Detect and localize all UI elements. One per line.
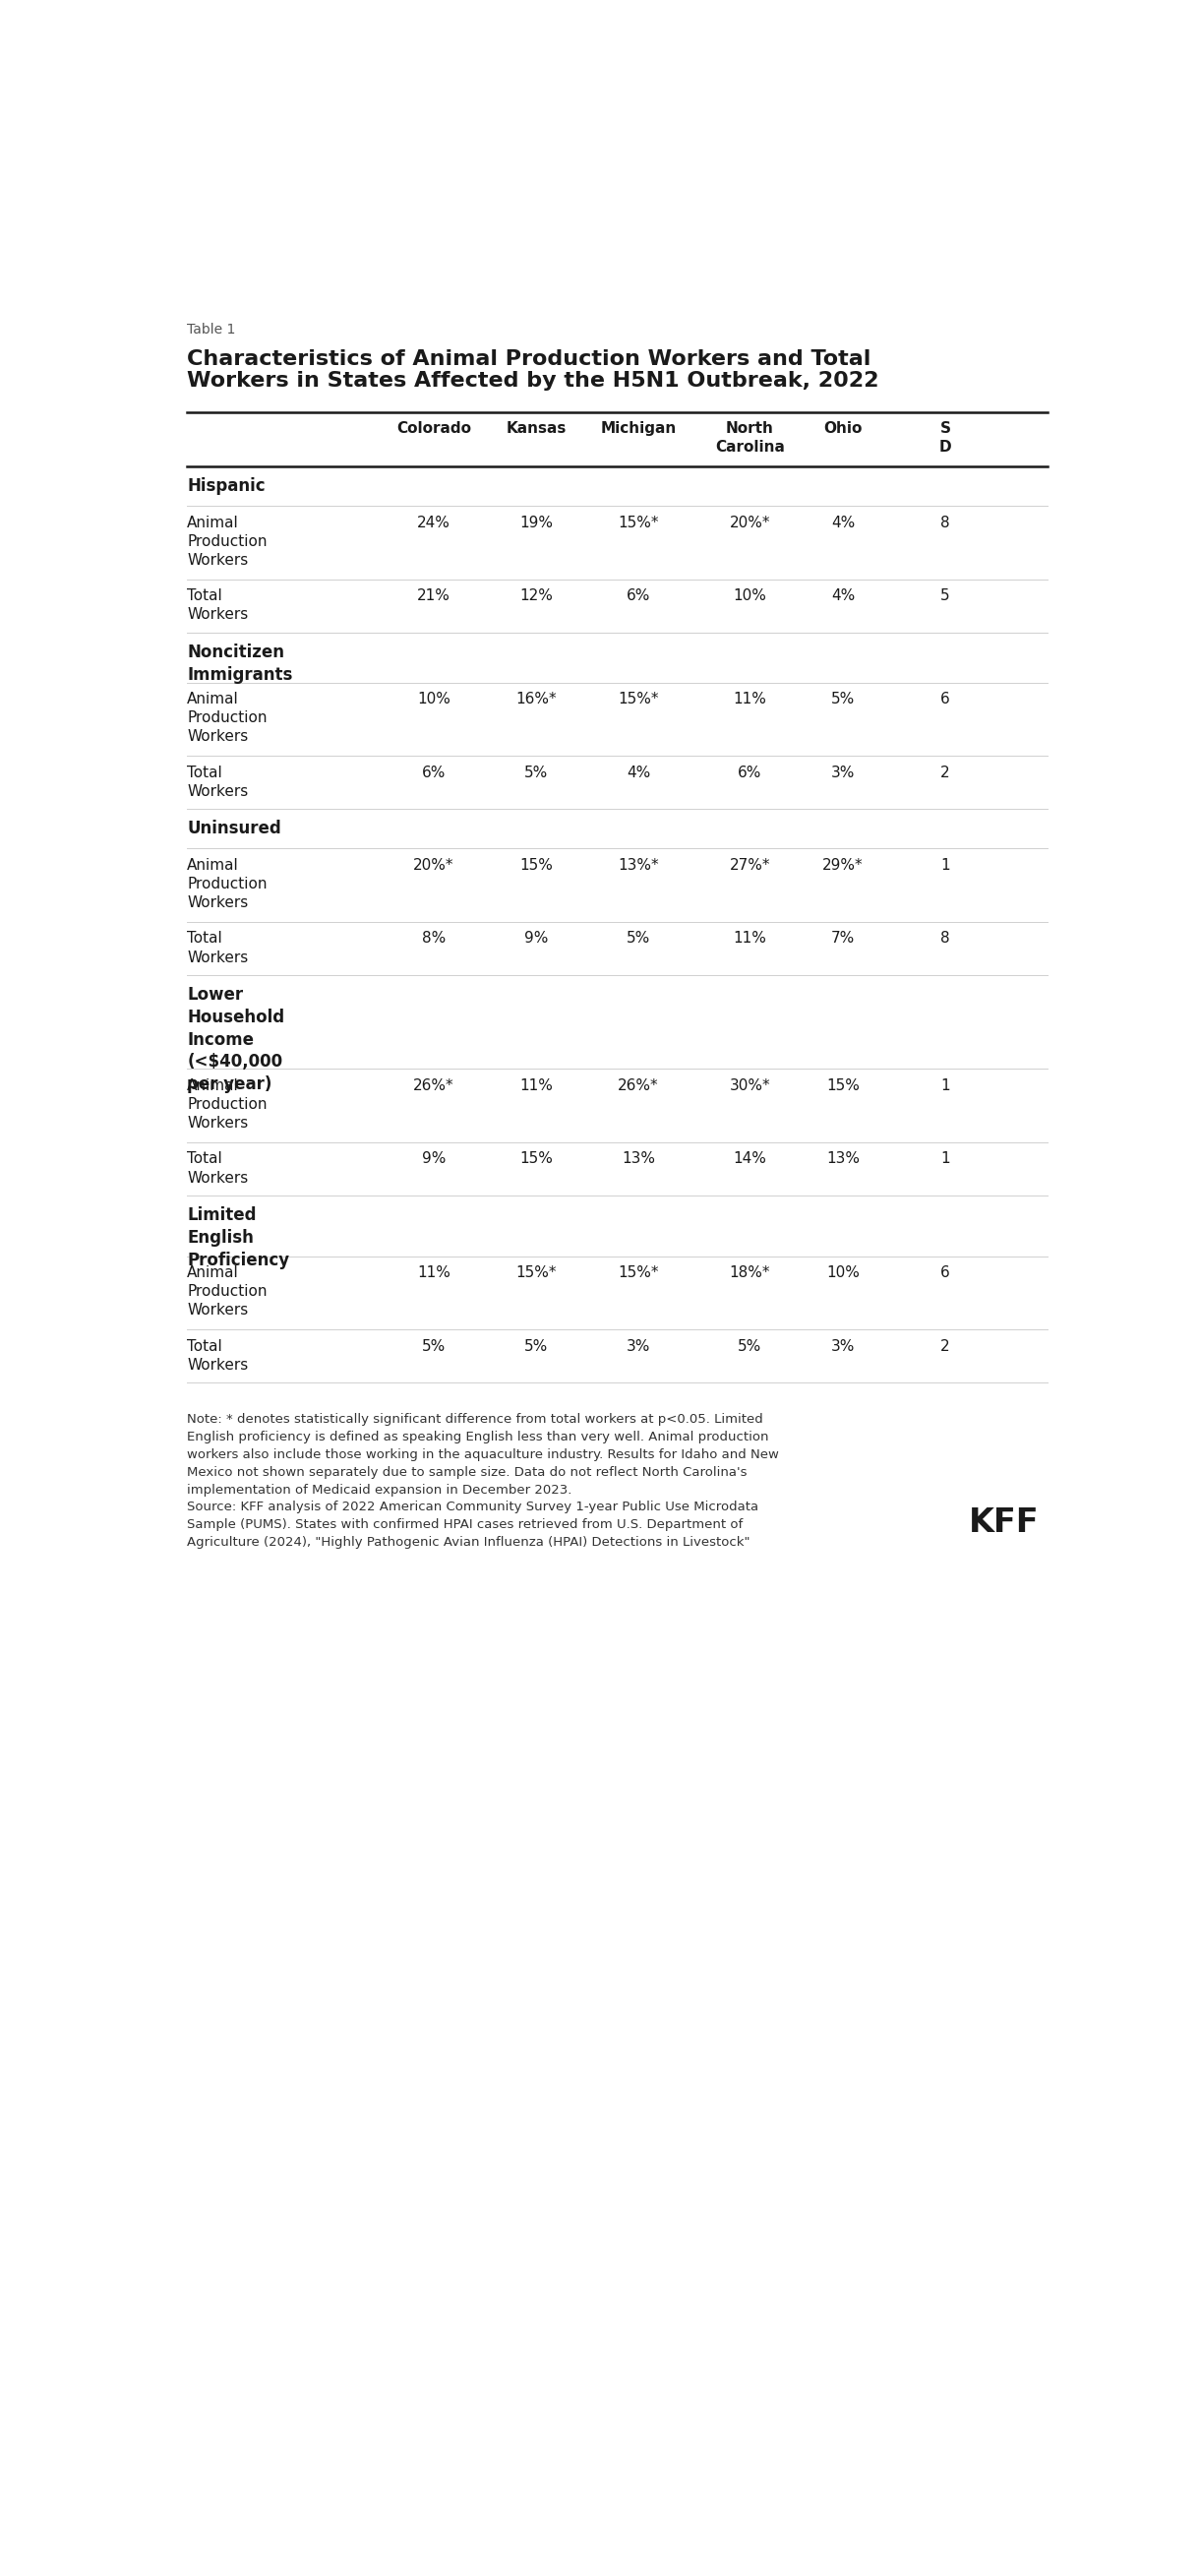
Text: 10%: 10% <box>733 590 767 603</box>
Text: 10%: 10% <box>416 693 450 706</box>
Text: Noncitizen
Immigrants: Noncitizen Immigrants <box>187 644 293 683</box>
Text: 11%: 11% <box>733 693 767 706</box>
Text: 18%*: 18%* <box>730 1265 770 1280</box>
Text: 15%*: 15%* <box>516 1265 557 1280</box>
Text: 3%: 3% <box>830 765 854 781</box>
Text: 27%*: 27%* <box>730 858 770 873</box>
Text: 20%*: 20%* <box>730 515 770 531</box>
Text: 5%: 5% <box>524 1340 548 1352</box>
Text: Animal
Production
Workers: Animal Production Workers <box>187 1079 268 1131</box>
Text: 15%*: 15%* <box>618 693 659 706</box>
Text: 13%: 13% <box>622 1151 655 1167</box>
Text: Limited
English
Proficiency: Limited English Proficiency <box>187 1206 289 1270</box>
Text: 11%: 11% <box>733 930 767 945</box>
Text: 2: 2 <box>941 765 950 781</box>
Text: Michigan: Michigan <box>600 422 677 435</box>
Text: 20%*: 20%* <box>413 858 454 873</box>
Text: Total
Workers: Total Workers <box>187 765 248 799</box>
Text: 29%*: 29%* <box>822 858 863 873</box>
Text: Source: KFF analysis of 2022 American Community Survey 1-year Public Use Microda: Source: KFF analysis of 2022 American Co… <box>187 1499 758 1548</box>
Text: Colorado: Colorado <box>396 422 472 435</box>
Text: 4%: 4% <box>626 765 650 781</box>
Text: Animal
Production
Workers: Animal Production Workers <box>187 693 268 744</box>
Text: Total
Workers: Total Workers <box>187 930 248 966</box>
Text: 3%: 3% <box>830 1340 854 1352</box>
Text: Hispanic: Hispanic <box>187 477 265 495</box>
Text: Note: * denotes statistically significant difference from total workers at p<0.0: Note: * denotes statistically significan… <box>187 1414 779 1497</box>
Text: 9%: 9% <box>524 930 548 945</box>
Text: 5%: 5% <box>738 1340 762 1352</box>
Text: Kansas: Kansas <box>505 422 566 435</box>
Text: Animal
Production
Workers: Animal Production Workers <box>187 1265 268 1319</box>
Text: 26%*: 26%* <box>618 1079 659 1092</box>
Text: Total
Workers: Total Workers <box>187 590 248 623</box>
Text: 5%: 5% <box>626 930 650 945</box>
Text: Animal
Production
Workers: Animal Production Workers <box>187 858 268 909</box>
Text: 8%: 8% <box>421 930 445 945</box>
Text: 6%: 6% <box>421 765 445 781</box>
Text: 4%: 4% <box>830 515 854 531</box>
Text: 6: 6 <box>941 1265 950 1280</box>
Text: 10%: 10% <box>826 1265 859 1280</box>
Text: Total
Workers: Total Workers <box>187 1151 248 1185</box>
Text: 6%: 6% <box>738 765 762 781</box>
Text: 5%: 5% <box>421 1340 445 1352</box>
Text: 6%: 6% <box>626 590 650 603</box>
Text: 24%: 24% <box>416 515 450 531</box>
Text: 15%: 15% <box>826 1079 859 1092</box>
Text: 2: 2 <box>941 1340 950 1352</box>
Text: 13%*: 13%* <box>618 858 659 873</box>
Text: 15%*: 15%* <box>618 515 659 531</box>
Text: S
D: S D <box>938 422 952 453</box>
Text: Lower
Household
Income
(<$40,000
per year): Lower Household Income (<$40,000 per yea… <box>187 987 284 1095</box>
Text: 16%*: 16%* <box>516 693 557 706</box>
Text: 14%: 14% <box>733 1151 767 1167</box>
Text: 1: 1 <box>941 858 950 873</box>
Text: 5%: 5% <box>524 765 548 781</box>
Text: 21%: 21% <box>416 590 450 603</box>
Text: 26%*: 26%* <box>413 1079 454 1092</box>
Text: 19%: 19% <box>520 515 553 531</box>
Text: North
Carolina: North Carolina <box>715 422 785 453</box>
Text: 5: 5 <box>941 590 950 603</box>
Text: Characteristics of Animal Production Workers and Total: Characteristics of Animal Production Wor… <box>187 350 871 368</box>
Text: KFF: KFF <box>968 1507 1039 1538</box>
Text: 15%: 15% <box>520 1151 553 1167</box>
Text: Animal
Production
Workers: Animal Production Workers <box>187 515 268 567</box>
Text: 8: 8 <box>941 515 950 531</box>
Text: Workers in States Affected by the H5N1 Outbreak, 2022: Workers in States Affected by the H5N1 O… <box>187 371 880 389</box>
Text: 1: 1 <box>941 1151 950 1167</box>
Text: 4%: 4% <box>830 590 854 603</box>
Text: Total
Workers: Total Workers <box>187 1340 248 1373</box>
Text: 15%*: 15%* <box>618 1265 659 1280</box>
Text: 3%: 3% <box>626 1340 650 1352</box>
Text: Ohio: Ohio <box>823 422 863 435</box>
Text: 6: 6 <box>941 693 950 706</box>
Text: 12%: 12% <box>520 590 553 603</box>
Text: 30%*: 30%* <box>730 1079 770 1092</box>
Text: 7%: 7% <box>830 930 854 945</box>
Text: 8: 8 <box>941 930 950 945</box>
Text: 11%: 11% <box>520 1079 553 1092</box>
Text: 15%: 15% <box>520 858 553 873</box>
Text: 1: 1 <box>941 1079 950 1092</box>
Text: 13%: 13% <box>826 1151 859 1167</box>
Text: Table 1: Table 1 <box>187 322 235 337</box>
Text: 5%: 5% <box>830 693 854 706</box>
Text: 9%: 9% <box>421 1151 445 1167</box>
Text: Uninsured: Uninsured <box>187 819 281 837</box>
Text: 11%: 11% <box>416 1265 450 1280</box>
